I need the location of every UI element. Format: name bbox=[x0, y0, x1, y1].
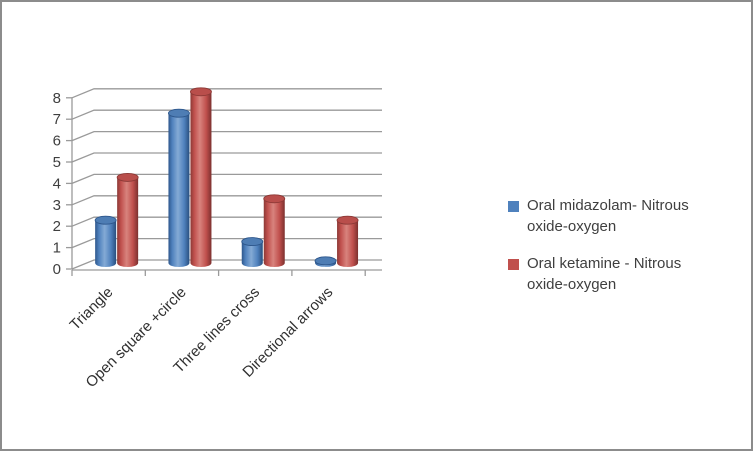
bar-top-series0-cat1 bbox=[167, 108, 190, 118]
bar-top-series0-cat3 bbox=[314, 256, 337, 266]
bar-series1-cat3 bbox=[337, 220, 359, 267]
gridline-4 bbox=[71, 173, 382, 185]
legend-label-midazolam: Oral midazolam- Nitrous oxide-oxygen bbox=[527, 197, 689, 235]
y-tick-label-1: 1 bbox=[53, 240, 61, 257]
y-tick-label-7: 7 bbox=[53, 111, 61, 128]
bar-top-series1-cat0 bbox=[116, 172, 139, 182]
bar-top-series1-cat3 bbox=[336, 215, 359, 225]
y-tick-label-4: 4 bbox=[53, 175, 61, 192]
y-tick-label-8: 8 bbox=[53, 90, 61, 107]
y-tick-label-6: 6 bbox=[53, 133, 61, 150]
gridline-0 bbox=[71, 259, 382, 270]
bar-series0-cat2 bbox=[241, 241, 263, 267]
gridline-5 bbox=[71, 152, 382, 163]
y-tick-label-2: 2 bbox=[53, 218, 61, 235]
gridline-2 bbox=[71, 216, 382, 227]
gridline-8 bbox=[71, 88, 382, 99]
legend-label-ketamine: Oral ketamine - Nitrous oxide-oxygen bbox=[527, 255, 682, 294]
legend-swatch-ketamine-icon bbox=[508, 259, 519, 271]
chart-legend: Oral midazolam- Nitrous oxide-oxygen Ora… bbox=[508, 196, 723, 313]
gridline-6 bbox=[71, 130, 382, 142]
y-tick-label-5: 5 bbox=[53, 154, 61, 171]
bar-series1-cat0 bbox=[117, 177, 139, 267]
legend-item-midazolam: Oral midazolam- Nitrous oxide-oxygen bbox=[508, 196, 723, 237]
gridline-1 bbox=[71, 237, 382, 249]
bar-series0-cat1 bbox=[168, 113, 190, 267]
gridline-3 bbox=[71, 195, 382, 206]
legend-item-ketamine: Oral ketamine - Nitrous oxide-oxygen bbox=[508, 254, 723, 295]
bar-series0-cat0 bbox=[95, 220, 117, 267]
y-tick-label-3: 3 bbox=[53, 197, 61, 214]
bar-series1-cat2 bbox=[263, 198, 285, 267]
category-label-0: Triangle bbox=[67, 284, 117, 334]
bar-top-series0-cat2 bbox=[241, 237, 264, 247]
bar-top-series1-cat1 bbox=[189, 87, 212, 97]
bar-top-series1-cat2 bbox=[263, 194, 286, 204]
bar-series1-cat1 bbox=[190, 91, 212, 267]
bar-top-series0-cat0 bbox=[94, 215, 117, 225]
legend-swatch-midazolam-icon bbox=[508, 201, 519, 212]
gridline-7 bbox=[71, 109, 382, 120]
y-tick-label-0: 0 bbox=[53, 261, 61, 278]
